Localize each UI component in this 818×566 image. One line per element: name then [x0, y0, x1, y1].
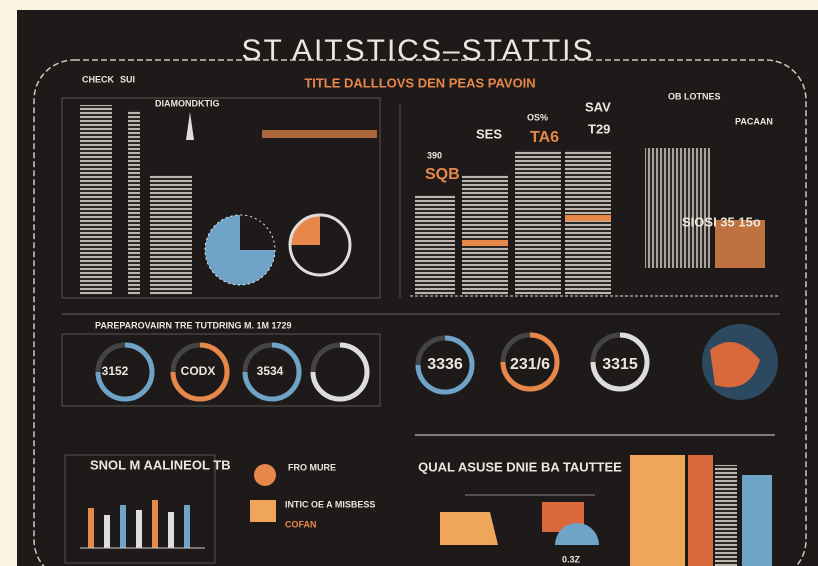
heading: SNOL M AALINEOL TB	[90, 457, 231, 472]
block	[630, 455, 685, 566]
striped-bar	[150, 175, 192, 295]
subtitle: TITLE DALLLOVS DEN PEAS PAVOIN	[304, 75, 535, 90]
label: TA6	[530, 129, 559, 146]
label: T29	[588, 121, 610, 136]
label: DIAMONDKTIG	[155, 98, 220, 108]
label: SES	[476, 126, 502, 141]
donut-label: 231/6	[510, 356, 550, 373]
block	[742, 475, 772, 566]
donut-label: CODX	[181, 364, 216, 378]
title: ST AITSTICS–STATTIS	[241, 34, 594, 67]
shape	[440, 512, 498, 545]
donut-label: 3315	[602, 356, 638, 373]
donut-label: 3152	[102, 364, 129, 378]
label: 390	[427, 150, 442, 160]
small-bar	[104, 515, 110, 548]
label: OS%	[527, 112, 548, 122]
page: Infographic {"header": {"title": "ST AIT…	[0, 0, 818, 566]
body: ST AITSTICS–STATTIS TITLE DALLLOVS DEN P…	[0, 0, 818, 566]
small-bar	[120, 505, 126, 548]
heading: QUAL ASUSE DNIE BA TAUTTEE	[418, 459, 622, 474]
label: INTIC OE A MISBESS	[285, 499, 375, 509]
label: SIOSI 35 15o	[682, 214, 761, 229]
striped-bar	[462, 175, 508, 295]
accent	[565, 215, 611, 221]
icon	[254, 464, 276, 486]
striped-bar	[565, 150, 611, 295]
striped-block	[645, 148, 710, 268]
label: CHECK	[82, 74, 115, 84]
striped-bar	[80, 105, 112, 295]
block	[715, 465, 737, 566]
small-bar	[88, 508, 94, 548]
striped-bar	[128, 110, 140, 295]
small-bar	[136, 510, 142, 548]
icon	[250, 500, 276, 522]
striped-bar	[415, 195, 455, 295]
small-bar	[152, 500, 158, 548]
label: FRO MURE	[288, 462, 336, 472]
heading: PAREPAROVAIRN TRE TUTDRING M. 1M 1729	[95, 320, 292, 330]
label: COFAN	[285, 519, 317, 529]
donut-label: 3336	[427, 356, 463, 373]
label: PACAAN	[735, 116, 773, 126]
infographic: ST AITSTICS–STATTIS TITLE DALLLOVS DEN P…	[0, 0, 818, 566]
small-bar	[184, 505, 190, 548]
accent-bar	[262, 130, 377, 138]
striped-bar	[515, 150, 561, 295]
small-bar	[168, 512, 174, 548]
label: OB LOTNES	[668, 91, 721, 101]
label: SAV	[585, 99, 611, 114]
label: SQB	[425, 166, 460, 183]
label: 0.3Z	[562, 554, 581, 564]
donut-label: 3534	[257, 364, 284, 378]
block	[688, 455, 713, 566]
accent	[462, 240, 508, 246]
label: SUI	[120, 74, 135, 84]
